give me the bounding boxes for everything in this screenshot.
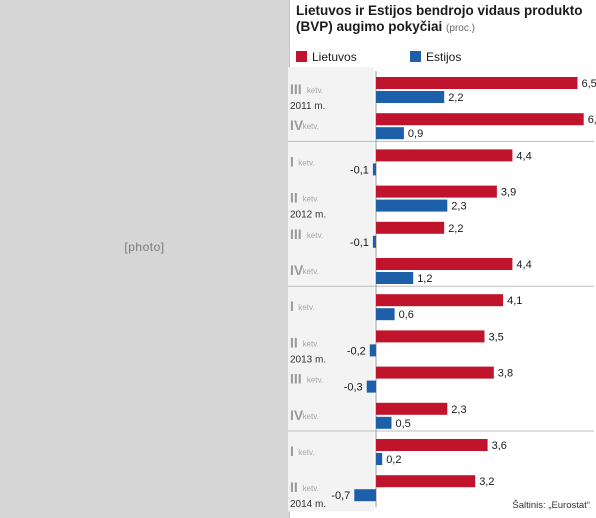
quarter-roman-6: I <box>290 298 294 314</box>
quarter-roman-8: III <box>290 371 302 387</box>
quarter-label-1: ketv. <box>303 122 319 131</box>
quarter-label-10: ketv. <box>298 448 314 457</box>
bar-estijos-7 <box>369 344 376 357</box>
value-label-estijos-9: 0,5 <box>396 418 411 430</box>
value-label-lietuvos-1: 6,7 <box>588 114 596 126</box>
year-label-3: 2012 m. <box>290 210 326 221</box>
bar-lietuvos-3 <box>376 185 497 198</box>
value-label-estijos-0: 2,2 <box>448 92 463 104</box>
axis-label-band <box>288 67 374 512</box>
quarter-label-5: ketv. <box>303 267 319 276</box>
year-label-0: 2011 m. <box>290 101 325 112</box>
bar-estijos-8 <box>366 380 376 393</box>
quarter-label-6: ketv. <box>298 303 314 312</box>
value-label-estijos-3: 2,3 <box>451 201 466 213</box>
value-label-lietuvos-0: 6,5 <box>582 78 596 90</box>
legend-label-lietuvos: Lietuvos <box>312 50 357 64</box>
quarter-roman-5: IV <box>290 262 304 278</box>
value-label-estijos-8: -0,3 <box>344 382 363 394</box>
legend-label-estijos: Estijos <box>426 50 462 64</box>
quarter-label-7: ketv. <box>303 339 319 348</box>
quarter-roman-1: IV <box>290 117 304 133</box>
value-label-estijos-1: 0,9 <box>408 128 423 140</box>
bar-lietuvos-0 <box>376 77 578 89</box>
legend-item-estijos: Estijos <box>410 50 461 64</box>
value-label-estijos-6: 0,6 <box>399 309 414 321</box>
quarter-roman-0: III <box>290 81 302 97</box>
bar-estijos-11 <box>354 489 376 502</box>
year-label-11: 2014 m. <box>290 499 326 510</box>
quarter-roman-10: I <box>290 443 294 459</box>
photo-placeholder-caption: [photo] <box>124 240 165 254</box>
bar-estijos-4 <box>372 235 376 248</box>
year-label-7: 2013 m. <box>290 354 326 365</box>
bar-lietuvos-1 <box>376 113 584 126</box>
bar-lietuvos-10 <box>376 439 488 451</box>
value-label-lietuvos-5: 4,4 <box>516 259 531 271</box>
bar-lietuvos-11 <box>376 475 476 488</box>
portrait-photo-placeholder: [photo] <box>0 0 290 518</box>
bar-lietuvos-5 <box>376 258 513 270</box>
chart-title-unit: (proc.) <box>446 23 475 34</box>
quarter-roman-3: II <box>290 190 298 206</box>
quarter-roman-9: IV <box>290 407 304 423</box>
quarter-label-2: ketv. <box>298 158 314 167</box>
quarter-roman-7: II <box>290 334 298 350</box>
bar-lietuvos-9 <box>376 402 448 415</box>
value-label-estijos-2: -0,1 <box>350 164 369 176</box>
value-label-lietuvos-10: 3,6 <box>492 440 507 452</box>
quarter-label-9: ketv. <box>303 412 319 421</box>
value-label-lietuvos-11: 3,2 <box>479 476 494 488</box>
bar-estijos-1 <box>376 127 404 140</box>
quarter-roman-4: III <box>290 226 302 242</box>
bar-estijos-6 <box>376 308 395 321</box>
value-label-estijos-11: -0,7 <box>331 490 350 502</box>
bar-lietuvos-6 <box>376 294 504 307</box>
quarter-label-8: ketv. <box>307 376 323 385</box>
quarter-label-4: ketv. <box>307 231 323 240</box>
value-label-lietuvos-8: 3,8 <box>498 368 513 380</box>
value-label-estijos-5: 1,2 <box>417 273 432 285</box>
bar-estijos-9 <box>376 416 392 429</box>
value-label-estijos-4: -0,1 <box>350 237 369 249</box>
bar-lietuvos-2 <box>376 149 513 162</box>
value-label-estijos-10: 0,2 <box>386 454 401 466</box>
value-label-lietuvos-7: 3,5 <box>489 331 504 343</box>
chart-title: Lietuvos ir Estijos bendrojo vidaus prod… <box>296 3 592 37</box>
quarter-roman-11: II <box>290 479 298 495</box>
value-label-lietuvos-9: 2,3 <box>451 404 466 416</box>
bar-estijos-2 <box>372 163 376 176</box>
value-label-lietuvos-2: 4,4 <box>516 150 531 162</box>
bar-estijos-10 <box>376 453 383 465</box>
value-label-lietuvos-6: 4,1 <box>507 295 522 307</box>
value-label-lietuvos-3: 3,9 <box>501 187 516 199</box>
quarter-label-11: ketv. <box>303 484 319 493</box>
quarter-label-3: ketv. <box>303 195 319 204</box>
legend-swatch-lietuvos <box>296 51 307 62</box>
quarter-roman-2: I <box>290 153 294 169</box>
value-label-lietuvos-4: 2,2 <box>448 223 463 235</box>
source-note: Šaltinis: „Eurostat“ <box>512 500 590 511</box>
bar-lietuvos-4 <box>376 221 445 234</box>
value-label-estijos-7: -0,2 <box>347 345 366 357</box>
chart-title-text: Lietuvos ir Estijos bendrojo vidaus prod… <box>296 3 583 34</box>
quarter-label-0: ketv. <box>307 86 323 95</box>
bar-lietuvos-7 <box>376 330 485 343</box>
bar-estijos-0 <box>376 91 445 103</box>
legend-item-lietuvos: Lietuvos <box>296 50 357 64</box>
bar-estijos-3 <box>376 199 448 212</box>
bar-estijos-5 <box>376 272 414 284</box>
legend-swatch-estijos <box>410 51 421 62</box>
bar-lietuvos-8 <box>376 366 494 379</box>
